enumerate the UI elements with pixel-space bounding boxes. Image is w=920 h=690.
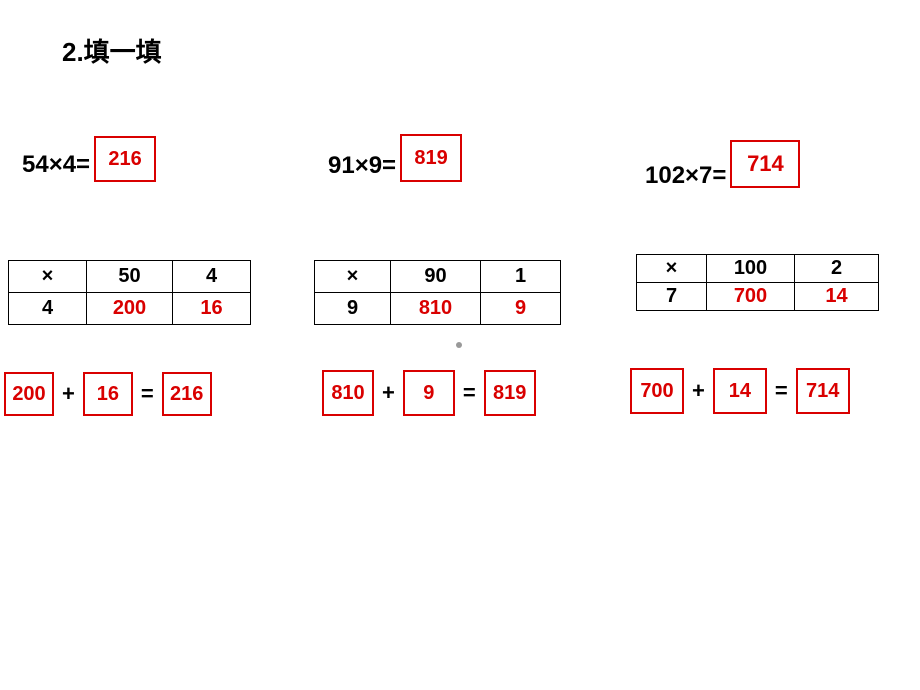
- table-cell: ×: [637, 255, 707, 283]
- sum-operand-box: 216: [162, 372, 212, 416]
- sum-operand-box: 819: [484, 370, 536, 416]
- sum-operand-box: 16: [83, 372, 133, 416]
- sum-row: 700 +14 = 714: [630, 368, 850, 414]
- equation-lhs: 54×4=: [22, 151, 90, 179]
- table-row: ×1002: [637, 255, 879, 283]
- table-cell: 4: [9, 293, 87, 325]
- table-row: ×504: [9, 261, 251, 293]
- equation-row: 54×4=216: [22, 142, 156, 188]
- table-cell: 4: [173, 261, 251, 293]
- table-cell: 200: [87, 293, 173, 325]
- table-row: 98109: [315, 293, 561, 325]
- equation-row: 102×7=714: [645, 152, 800, 200]
- plus-operator: +: [382, 380, 395, 406]
- section-heading: 2.填一填: [62, 32, 162, 69]
- equals-operator: =: [463, 380, 476, 406]
- table-cell: 1: [481, 261, 561, 293]
- partial-products-table: ×90198109: [314, 260, 561, 325]
- table-cell: 16: [173, 293, 251, 325]
- equation-answer-box: 714: [730, 140, 800, 188]
- plus-operator: +: [62, 381, 75, 407]
- plus-operator: +: [692, 378, 705, 404]
- partial-products-table: ×504420016: [8, 260, 251, 325]
- table-cell: 14: [795, 283, 879, 311]
- sum-operand-box: 9: [403, 370, 455, 416]
- sum-operand-box: 14: [713, 368, 767, 414]
- sum-operand-box: 810: [322, 370, 374, 416]
- table-cell: 810: [391, 293, 481, 325]
- table-cell: 9: [481, 293, 561, 325]
- table-cell: 7: [637, 283, 707, 311]
- equation-answer-box: 819: [400, 134, 462, 182]
- table-row: 420016: [9, 293, 251, 325]
- sum-operand-box: 700: [630, 368, 684, 414]
- table-cell: 90: [391, 261, 481, 293]
- sum-operand-box: 714: [796, 368, 850, 414]
- equation-row: 91×9=819: [328, 142, 462, 190]
- center-dot-icon: [456, 342, 462, 348]
- table-cell: 100: [707, 255, 795, 283]
- sum-row: 200 +16 = 216: [4, 372, 212, 416]
- partial-products-table: ×1002770014: [636, 254, 879, 311]
- table-cell: 9: [315, 293, 391, 325]
- table-cell: 700: [707, 283, 795, 311]
- table-cell: 2: [795, 255, 879, 283]
- equals-operator: =: [775, 378, 788, 404]
- sum-operand-box: 200: [4, 372, 54, 416]
- equation-lhs: 91×9=: [328, 152, 396, 180]
- sum-row: 810 +9 = 819: [322, 370, 536, 416]
- equation-lhs: 102×7=: [645, 162, 726, 190]
- table-cell: 50: [87, 261, 173, 293]
- table-cell: ×: [9, 261, 87, 293]
- table-cell: ×: [315, 261, 391, 293]
- equals-operator: =: [141, 381, 154, 407]
- table-row: ×901: [315, 261, 561, 293]
- table-row: 770014: [637, 283, 879, 311]
- equation-answer-box: 216: [94, 136, 156, 182]
